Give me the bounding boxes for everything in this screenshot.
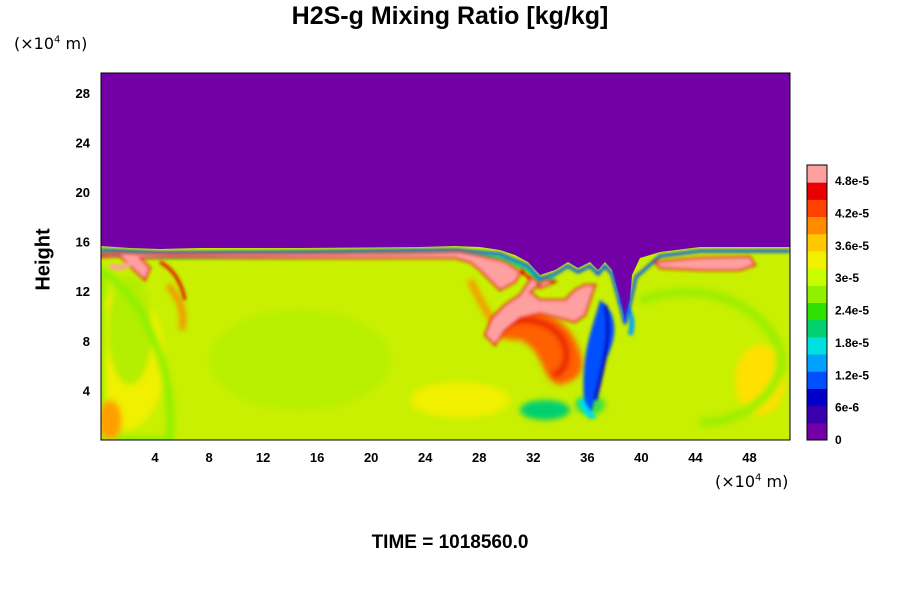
colorbar: 0 6e-6 1.2e-5 1.8e-5 2.4e-5 3e-5 3.6e-5 4.2e-5 4… <box>806 164 869 447</box>
x-tick-label: 36 <box>580 450 594 465</box>
colorbar-segment <box>807 302 827 321</box>
x-tick-label: 24 <box>418 450 433 465</box>
field-high-band-right <box>653 255 757 271</box>
colorbar-label: 3.6e-5 <box>835 239 869 253</box>
colorbar-segment <box>807 268 827 286</box>
y-tick-label: 20 <box>76 185 90 200</box>
colorbar-segment <box>807 250 827 269</box>
colorbar-label: 4.2e-5 <box>835 207 869 221</box>
heatmap-field <box>101 73 790 440</box>
colorbar-segment <box>807 336 827 355</box>
colorbar-segment <box>807 319 827 338</box>
x-tick-label: 12 <box>256 450 270 465</box>
x-tick-label: 40 <box>634 450 648 465</box>
colorbar-segment <box>807 216 827 235</box>
x-tick-label: 48 <box>742 450 756 465</box>
colorbar-segment <box>807 182 827 200</box>
x-tick-label: 16 <box>310 450 324 465</box>
colorbar-segment <box>807 285 827 303</box>
y-tick-label: 8 <box>83 334 90 349</box>
colorbar-label: 1.8e-5 <box>835 336 869 350</box>
colorbar-label: 6e-6 <box>835 401 859 415</box>
x-tick-label: 4 <box>151 450 159 465</box>
colorbar-segment <box>807 422 827 441</box>
colorbar-segment <box>807 233 827 252</box>
x-tick-label: 20 <box>364 450 378 465</box>
colorbar-label: 0 <box>835 433 842 447</box>
colorbar-frame <box>806 164 828 441</box>
colorbar-segment <box>807 388 827 407</box>
y-axis-unit: (×104 m) <box>14 34 88 53</box>
colorbar-label: 3e-5 <box>835 271 859 285</box>
x-tick-label: 8 <box>205 450 212 465</box>
x-tick-label: 44 <box>688 450 703 465</box>
x-tick-label: 28 <box>472 450 486 465</box>
plot-frame <box>100 72 791 441</box>
colorbar-segment <box>807 405 827 424</box>
y-tick-label: 28 <box>76 86 90 101</box>
colorbar-label: 1.2e-5 <box>835 368 869 382</box>
field-high-band-left <box>101 250 597 347</box>
y-tick-label: 24 <box>76 135 91 150</box>
colorbar-segment <box>807 354 827 372</box>
colorbar-label: 2.4e-5 <box>835 304 869 318</box>
colorbar-segment <box>807 165 827 183</box>
y-tick-label: 12 <box>76 284 90 299</box>
colorbar-segment <box>807 371 827 389</box>
time-label: TIME = 1018560.0 <box>371 532 529 553</box>
colorbar-label: 4.8e-5 <box>835 174 869 188</box>
x-axis-unit: (×104 m) <box>715 472 789 491</box>
y-tick-label: 4 <box>83 383 91 398</box>
x-tick-label: 32 <box>526 450 540 465</box>
chart-title: H2S-g Mixing Ratio [kg/kg] <box>291 2 609 30</box>
colorbar-segment <box>807 199 827 218</box>
y-tick-label: 16 <box>76 235 90 250</box>
field-upper-region <box>101 73 790 320</box>
